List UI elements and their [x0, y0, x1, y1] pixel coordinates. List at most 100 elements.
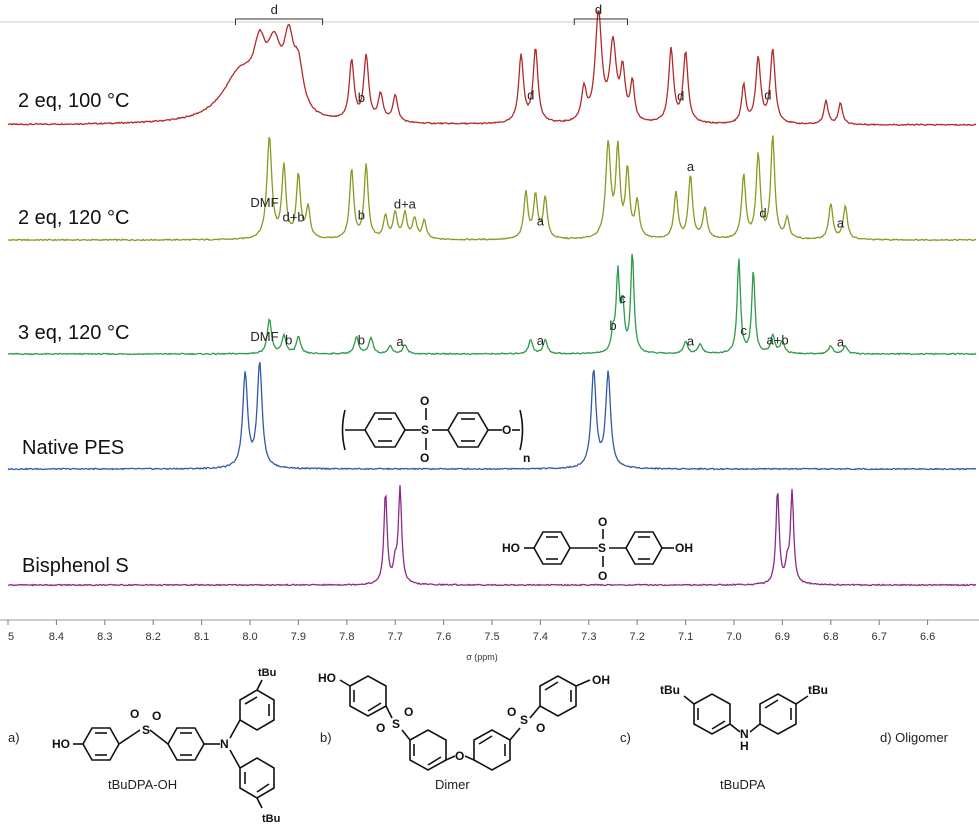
bps-oh: OH [675, 541, 693, 555]
b-o4: O [536, 721, 545, 735]
pes-subscript-n: n [523, 451, 530, 465]
x-tick-label-9: 7.6 [436, 631, 451, 643]
peak-label-0-4: d [677, 88, 684, 103]
peak-label-2-4: a [537, 333, 545, 348]
structure-c: c) tBu N H tBu tBuDPA [620, 683, 828, 792]
x-tick-label-5: 8.0 [242, 631, 257, 643]
spectrum-trace-0 [7, 10, 977, 127]
x-tick-label-1: 8.4 [49, 631, 64, 643]
pes-o-top: O [420, 394, 429, 408]
peak-label-2-0: DMF [250, 329, 278, 344]
panel-a-label: a) [8, 730, 20, 745]
peak-label-2-2: b [358, 333, 365, 348]
b-o1: O [376, 721, 385, 735]
pes-structure: S O O O n [341, 394, 530, 465]
bps-o-bottom: O [598, 569, 607, 583]
peak-label-1-3: d+a [394, 197, 417, 212]
peak-label-1-5: a [687, 159, 695, 174]
panel-c-caption: tBuDPA [720, 777, 766, 792]
peak-label-2-1: b [285, 332, 292, 347]
series-label-native-pes: Native PES [22, 437, 124, 459]
spectrum-trace-2 [8, 253, 977, 356]
b-o3: O [507, 705, 516, 719]
peak-bracket-0-3 [573, 18, 629, 25]
x-tick-label-18: 6.7 [872, 631, 887, 643]
peak-label-1-0: DMF [250, 195, 278, 210]
x-axis: 5 8.4 8.3 8.2 8.1 8.0 7.9 7.8 7.7 7.6 7.5 7.4 7.3 7.2… [0, 619, 979, 643]
a-o1: O [130, 707, 139, 721]
bps-o-top: O [598, 515, 607, 529]
x-tick-label-4: 8.1 [194, 631, 209, 643]
x-tick-label-2: 8.3 [97, 631, 112, 643]
b-ho: HO [318, 671, 336, 685]
panel-d-label: d) Oligomer [880, 730, 949, 745]
x-tick-label-6: 7.9 [291, 631, 306, 643]
peak-label-0-3: d [595, 2, 602, 17]
pes-s: S [421, 423, 429, 437]
b-o2: O [404, 705, 413, 719]
peak-label-1-4: a [537, 213, 545, 228]
c-n: N [740, 727, 749, 741]
series-label-bisphenol-s: Bisphenol S [22, 555, 129, 577]
a-o2: O [152, 709, 161, 723]
x-tick-label-15: 7.0 [726, 631, 741, 643]
panel-b-label: b) [320, 730, 332, 745]
x-tick-label-17: 6.8 [823, 631, 838, 643]
x-tick-label-8: 7.7 [388, 631, 403, 643]
x-tick-label-16: 6.9 [775, 631, 790, 643]
peak-label-2-3: a [396, 334, 404, 349]
a-s: S [142, 723, 150, 737]
peak-label-1-1: d+b [283, 209, 305, 224]
spectrum-trace-1 [8, 135, 977, 242]
x-tick-label-12: 7.3 [581, 631, 596, 643]
c-tbu-left: tBu [660, 683, 680, 697]
a-tbu-top: tBu [258, 667, 276, 679]
c-tbu-right: tBu [808, 683, 828, 697]
panel-a-caption: tBuDPA-OH [108, 777, 177, 792]
peak-label-2-8: c [740, 323, 747, 338]
peak-label-2-10: a [837, 334, 845, 349]
structure-b: b) HO S O O O S O O OH Dimer [318, 671, 610, 792]
pes-o-link: O [502, 423, 511, 437]
series-label-2eq-100: 2 eq, 100 °C [18, 90, 129, 112]
b-oh: OH [592, 673, 610, 687]
b-s1: S [392, 717, 400, 731]
peak-label-1-6: d [759, 205, 766, 220]
x-tick-label-0: 5 [8, 631, 14, 643]
bps-ho: HO [502, 541, 520, 555]
c-h: H [740, 739, 749, 753]
a-tbu-bottom: tBu [262, 813, 280, 825]
peak-label-0-1: b [358, 90, 365, 105]
peak-label-1-7: a [837, 215, 845, 230]
peak-label-2-6: c [619, 291, 626, 306]
x-tick-label-10: 7.5 [484, 631, 499, 643]
pes-o-bottom: O [420, 451, 429, 465]
peak-bracket-0-0 [234, 18, 324, 25]
x-tick-label-19: 6.6 [920, 631, 935, 643]
x-tick-label-3: 8.2 [146, 631, 161, 643]
x-tick-label-14: 7.1 [678, 631, 693, 643]
structure-a: a) HO S O O N tBu tBu tBuDPA-OH [8, 667, 280, 825]
b-o: O [455, 749, 464, 763]
spectrum-trace-4 [7, 485, 977, 587]
b-s2: S [520, 713, 528, 727]
a-n: N [220, 737, 229, 751]
peak-label-1-2: b [358, 207, 365, 222]
peak-label-2-7: a [687, 334, 695, 349]
series-label-3eq-120: 3 eq, 120 °C [18, 322, 129, 344]
peak-label-0-0: d [271, 2, 278, 17]
peak-label-0-5: d [764, 88, 771, 103]
a-ho: HO [52, 737, 70, 751]
panel-b-caption: Dimer [435, 777, 470, 792]
bps-s: S [598, 541, 606, 555]
peak-label-2-9: a+b [767, 332, 789, 347]
peak-label-2-5: b [609, 318, 616, 333]
x-axis-title: σ (ppm) [466, 652, 498, 662]
peak-label-0-2: d [527, 88, 534, 103]
panel-c-label: c) [620, 730, 631, 745]
x-tick-label-7: 7.8 [339, 631, 354, 643]
spectrum-trace-3 [7, 361, 977, 471]
x-tick-label-13: 7.2 [630, 631, 645, 643]
